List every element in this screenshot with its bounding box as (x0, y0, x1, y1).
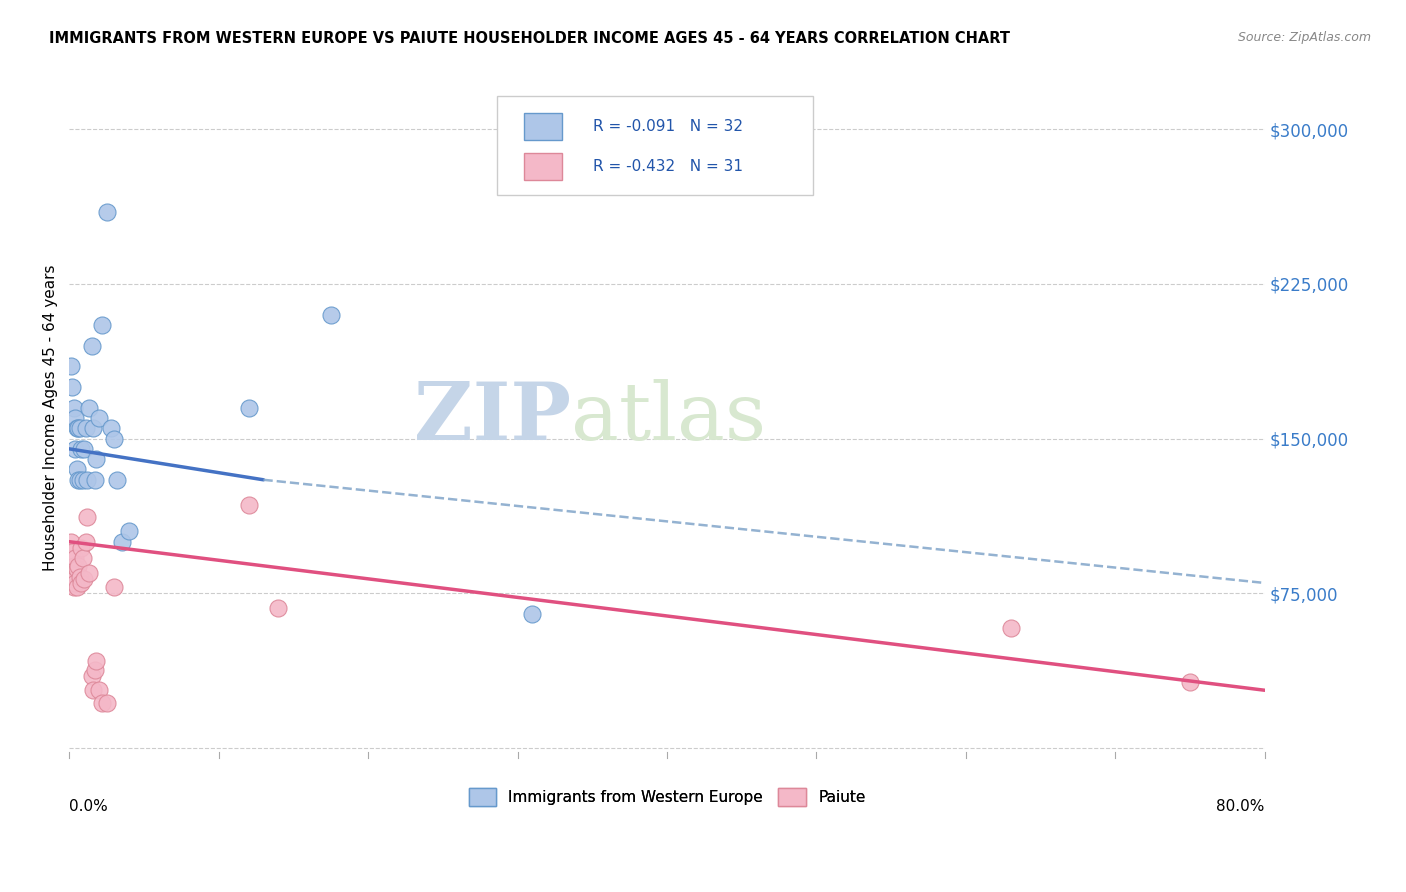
Point (1178, 675, 1201, 690)
Point (75, 421, 97, 435)
Point (70, 541, 93, 555)
Point (80, 669, 103, 683)
Point (96, 696, 118, 710)
Point (67, 559, 90, 574)
Text: IMMIGRANTS FROM WESTERN EUROPE VS PAIUTE HOUSEHOLDER INCOME AGES 45 - 64 YEARS C: IMMIGRANTS FROM WESTERN EUROPE VS PAIUTE… (49, 31, 1010, 46)
Point (60, 545, 83, 559)
Point (62, 559, 84, 574)
Point (75, 534, 97, 549)
Point (105, 473, 128, 487)
Text: 80.0%: 80.0% (1216, 799, 1265, 814)
Text: R = -0.091   N = 32: R = -0.091 N = 32 (593, 119, 742, 134)
Point (66, 462, 89, 476)
Point (103, 580, 125, 594)
Point (70, 442, 93, 456)
Point (87, 410, 110, 425)
Point (60, 380, 83, 394)
Point (60, 572, 83, 586)
Point (80, 339, 103, 353)
Point (73, 572, 96, 586)
Point (83, 663, 105, 677)
Point (77, 566, 100, 580)
Point (67, 473, 90, 487)
Point (66, 561, 89, 575)
Point (91, 696, 114, 710)
Point (77, 401, 100, 415)
Text: R = -0.432   N = 31: R = -0.432 N = 31 (593, 159, 742, 174)
Point (84, 654, 107, 668)
Point (62, 580, 84, 594)
Point (238, 498, 260, 512)
Point (1000, 621, 1022, 635)
Point (319, 308, 342, 322)
Point (72, 473, 94, 487)
Legend: Immigrants from Western Europe, Paiute: Immigrants from Western Europe, Paiute (463, 782, 872, 812)
Point (76, 473, 98, 487)
Point (67, 421, 90, 435)
Point (267, 600, 290, 615)
Text: atlas: atlas (571, 379, 766, 457)
Text: ZIP: ZIP (415, 379, 571, 457)
Point (73, 442, 96, 456)
Text: 0.0%: 0.0% (69, 799, 108, 814)
Text: Source: ZipAtlas.com: Source: ZipAtlas.com (1237, 31, 1371, 45)
Point (103, 432, 125, 446)
Point (62, 401, 84, 415)
Point (63, 442, 86, 456)
Point (238, 401, 260, 415)
Point (66, 421, 89, 435)
Point (110, 534, 132, 549)
Point (63, 551, 86, 566)
Point (91, 318, 114, 332)
Point (83, 473, 105, 487)
Point (96, 204, 118, 219)
Point (87, 683, 110, 698)
Point (59, 566, 82, 580)
Point (522, 607, 544, 621)
Point (72, 551, 94, 566)
Point (66, 580, 89, 594)
Point (59, 359, 82, 374)
Point (70, 576, 93, 591)
Point (84, 452, 107, 467)
Point (59, 534, 82, 549)
Point (69, 570, 91, 584)
Point (69, 421, 91, 435)
Point (76, 510, 98, 524)
Point (100, 421, 122, 435)
Point (63, 576, 86, 591)
Point (82, 421, 104, 435)
Point (118, 524, 141, 539)
Point (69, 473, 91, 487)
Point (63, 410, 86, 425)
Point (82, 683, 104, 698)
Y-axis label: Householder Income Ages 45 - 64 years: Householder Income Ages 45 - 64 years (44, 265, 58, 571)
